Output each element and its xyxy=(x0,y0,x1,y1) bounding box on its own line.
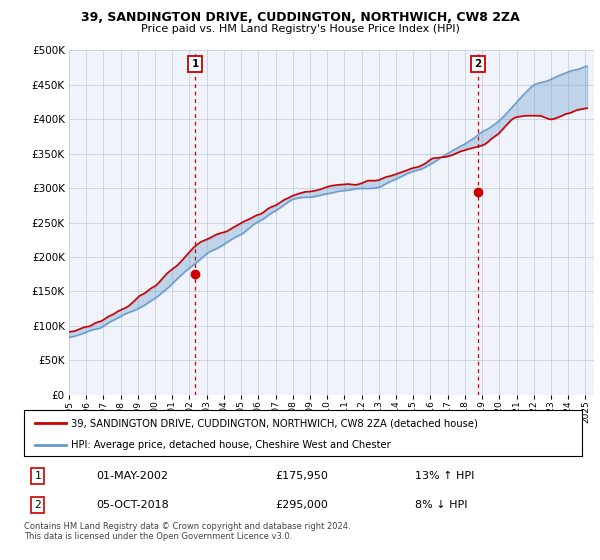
Text: HPI: Average price, detached house, Cheshire West and Chester: HPI: Average price, detached house, Ches… xyxy=(71,440,391,450)
Text: 13% ↑ HPI: 13% ↑ HPI xyxy=(415,470,474,480)
Text: 1: 1 xyxy=(35,470,41,480)
Text: £295,000: £295,000 xyxy=(275,500,328,510)
Text: 8% ↓ HPI: 8% ↓ HPI xyxy=(415,500,467,510)
Text: 1: 1 xyxy=(191,59,199,69)
Text: 2: 2 xyxy=(35,500,41,510)
Text: Price paid vs. HM Land Registry's House Price Index (HPI): Price paid vs. HM Land Registry's House … xyxy=(140,24,460,34)
Text: 39, SANDINGTON DRIVE, CUDDINGTON, NORTHWICH, CW8 2ZA: 39, SANDINGTON DRIVE, CUDDINGTON, NORTHW… xyxy=(80,11,520,24)
Text: 05-OCT-2018: 05-OCT-2018 xyxy=(97,500,169,510)
Text: Contains HM Land Registry data © Crown copyright and database right 2024.
This d: Contains HM Land Registry data © Crown c… xyxy=(24,522,350,542)
Text: £175,950: £175,950 xyxy=(275,470,328,480)
Text: 01-MAY-2002: 01-MAY-2002 xyxy=(97,470,169,480)
Text: 2: 2 xyxy=(474,59,481,69)
Text: 39, SANDINGTON DRIVE, CUDDINGTON, NORTHWICH, CW8 2ZA (detached house): 39, SANDINGTON DRIVE, CUDDINGTON, NORTHW… xyxy=(71,418,478,428)
